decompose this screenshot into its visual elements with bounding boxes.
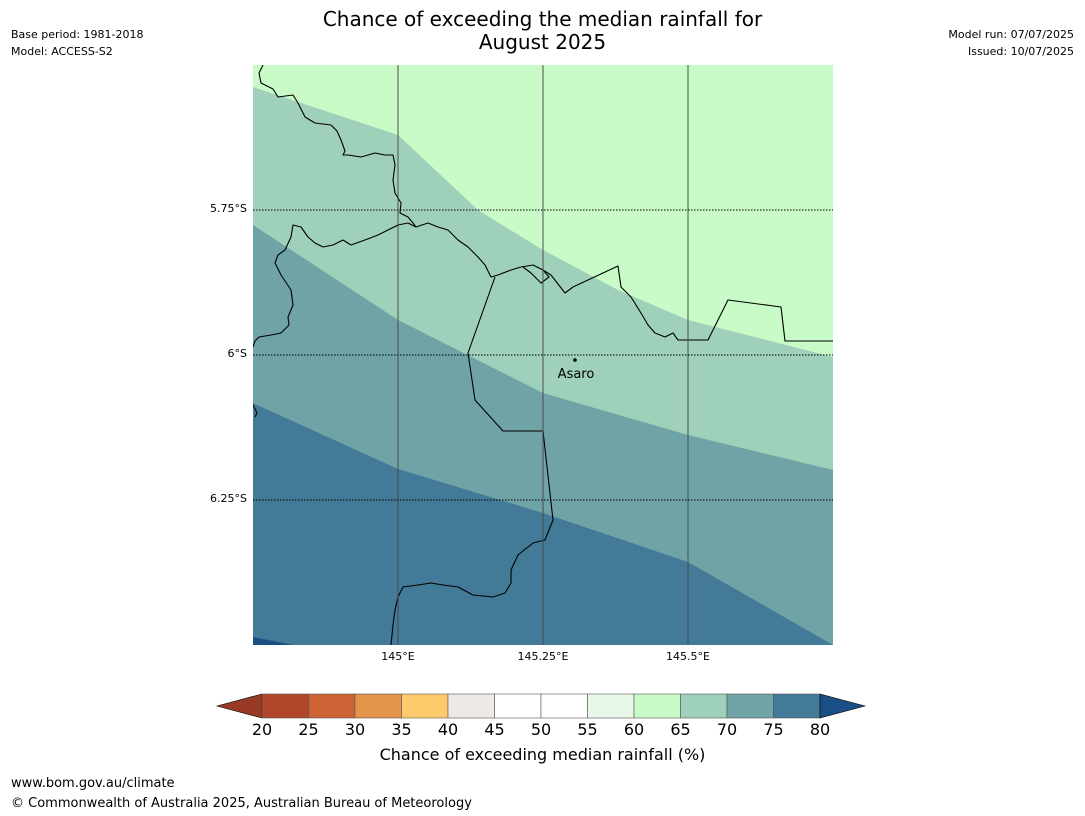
coastline: [253, 65, 833, 645]
colorbar-tick-label: 55: [577, 720, 597, 739]
colorbar-segment: [401, 693, 449, 719]
footer-copyright: © Commonwealth of Australia 2025, Austra…: [11, 796, 472, 811]
lon-label-145: 145°E: [381, 650, 415, 663]
colorbar-tick-label: 65: [670, 720, 690, 739]
lat-label-6-25: 6.25°S: [210, 492, 247, 505]
title-line-1: Chance of exceeding the median rainfall …: [322, 7, 763, 31]
lon-label-145-25: 145.25°E: [517, 650, 569, 663]
colorbar-segment: [494, 693, 542, 719]
lon-label-145-5: 145.5°E: [666, 650, 710, 663]
lat-label-6: 6°S: [227, 347, 247, 360]
colorbar-tick-label: 80: [810, 720, 830, 739]
model-text: Model: ACCESS-S2: [11, 45, 113, 58]
colorbar-tick-label: 20: [252, 720, 272, 739]
colorbar-segment: [633, 693, 681, 719]
colorbar-segment: [447, 693, 495, 719]
meta-right: Model run: 07/07/2025 Issued: 10/07/2025: [948, 26, 1074, 60]
colorbar-segment: [354, 693, 402, 719]
colorbar-under-arrow: [215, 693, 263, 719]
colorbar-segment: [773, 693, 821, 719]
title-line-2: August 2025: [478, 30, 607, 54]
colorbar-tick-label: 60: [624, 720, 644, 739]
chart-title: Chance of exceeding the median rainfall …: [0, 8, 1085, 54]
colorbar-segment: [587, 693, 635, 719]
colorbar-tick-label: 40: [438, 720, 458, 739]
model-run-text: Model run: 07/07/2025: [948, 28, 1074, 41]
colorbar: 20 25 30 35 40 45 50 55 60 65 70 75 80: [215, 693, 867, 739]
rainfall-map: Asaro: [253, 65, 833, 645]
colorbar-label: Chance of exceeding median rainfall (%): [379, 745, 706, 764]
zone-extreme: [253, 637, 293, 645]
asaro-label: Asaro: [558, 367, 595, 382]
colorbar-segment: [726, 693, 774, 719]
colorbar-over-arrow: [819, 693, 867, 719]
asaro-marker: [573, 358, 577, 362]
colorbar-tick-label: 50: [531, 720, 551, 739]
issued-text: Issued: 10/07/2025: [967, 45, 1074, 58]
colorbar-segment: [680, 693, 728, 719]
colorbar-segment: [261, 693, 309, 719]
colorbar-tick-label: 70: [717, 720, 737, 739]
meta-left: Base period: 1981-2018 Model: ACCESS-S2: [11, 26, 143, 60]
gridlines: [253, 65, 833, 645]
colorbar-segment: [308, 693, 356, 719]
colorbar-tick-label: 30: [345, 720, 365, 739]
colorbar-tick-label: 25: [298, 720, 318, 739]
footer-url: www.bom.gov.au/climate: [11, 776, 175, 791]
colorbar-segment: [540, 693, 588, 719]
lat-label-5-75: 5.75°S: [210, 202, 247, 215]
colorbar-tick-label: 35: [391, 720, 411, 739]
base-period-text: Base period: 1981-2018: [11, 28, 144, 41]
colorbar-tick-label: 45: [484, 720, 504, 739]
colorbar-tick-label: 75: [763, 720, 783, 739]
